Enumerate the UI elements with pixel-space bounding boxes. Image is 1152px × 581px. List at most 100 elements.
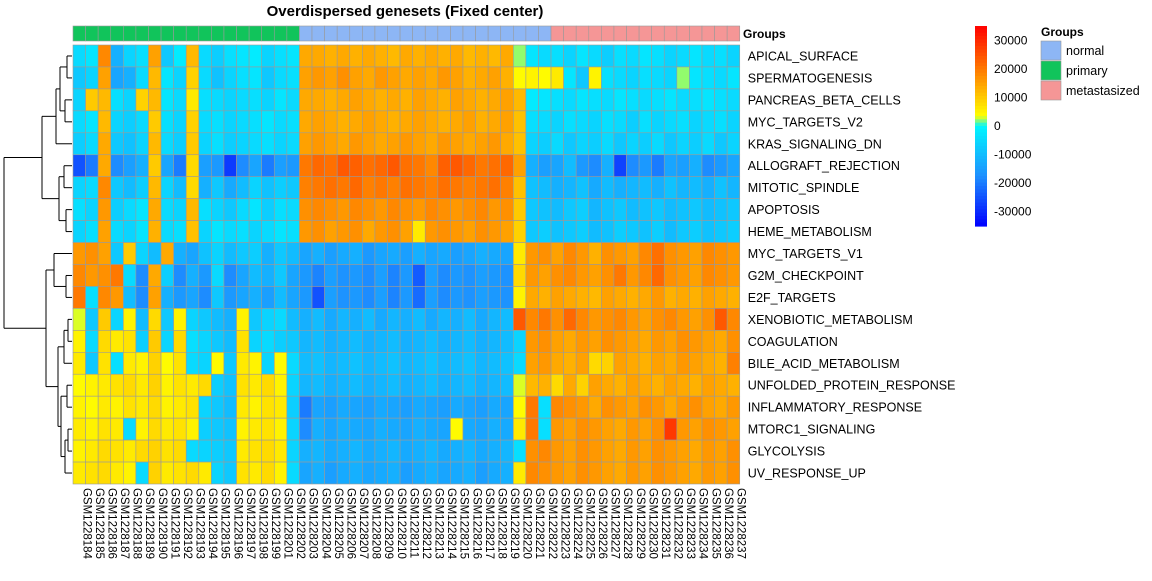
heatmap-cell — [173, 417, 187, 441]
heatmap-cell — [97, 220, 112, 243]
heatmap-cell — [500, 88, 514, 112]
annotation-cell — [563, 25, 577, 42]
heatmap-cell — [475, 351, 489, 375]
group-legend-swatch — [1040, 60, 1062, 81]
heatmap-cell — [261, 154, 275, 178]
heatmap-cell — [563, 220, 577, 243]
heatmap-cell — [248, 417, 262, 441]
heatmap-cell — [613, 351, 627, 375]
heatmap-cell — [550, 286, 564, 309]
heatmap-cell — [626, 110, 640, 134]
heatmap-cell — [588, 286, 602, 309]
heatmap-cell — [475, 330, 489, 353]
heatmap-cell — [437, 264, 451, 287]
heatmap-cell — [387, 286, 401, 309]
heatmap-cell — [273, 220, 288, 243]
heatmap-cell — [97, 154, 112, 178]
heatmap-cell — [601, 242, 615, 265]
heatmap-cell — [110, 373, 124, 397]
heatmap-cell — [563, 330, 577, 353]
heatmap-cell — [512, 395, 527, 419]
color-scale-swatch — [975, 36, 987, 40]
column-label: GSM1228189 — [143, 488, 155, 559]
heatmap-cell — [714, 439, 728, 463]
heatmap-cell — [563, 66, 577, 90]
heatmap-cell — [651, 132, 665, 156]
heatmap-cell — [374, 439, 388, 463]
heatmap-cell — [349, 110, 363, 134]
heatmap-cell — [185, 308, 200, 331]
heatmap-cell — [563, 154, 577, 178]
heatmap-cell — [689, 461, 703, 485]
annotation-cell — [450, 25, 464, 42]
heatmap-cell — [123, 439, 137, 463]
heatmap-cell — [349, 286, 363, 309]
heatmap-cell — [97, 308, 112, 331]
heatmap-cell — [437, 176, 451, 199]
color-scale-swatch — [975, 106, 987, 110]
heatmap-cell — [324, 220, 338, 243]
heatmap-cell — [437, 242, 451, 265]
heatmap-cell — [148, 220, 162, 243]
heatmap-cell — [412, 242, 426, 265]
heatmap-cell — [563, 198, 577, 221]
heatmap-cell — [613, 66, 627, 90]
heatmap-cell — [475, 373, 489, 397]
heatmap-cell — [148, 439, 162, 463]
heatmap-cell — [248, 351, 262, 375]
heatmap-cell — [412, 154, 426, 178]
heatmap-cell — [663, 308, 678, 331]
heatmap-cell — [273, 395, 288, 419]
heatmap-cell — [349, 132, 363, 156]
heatmap-cell — [324, 66, 338, 90]
heatmap-cell — [299, 461, 313, 485]
heatmap-cell — [160, 286, 174, 309]
heatmap-cell — [273, 154, 288, 178]
heatmap-cell — [85, 308, 99, 331]
heatmap-cell — [223, 88, 237, 112]
heatmap-cell — [550, 417, 564, 441]
heatmap-cell — [97, 176, 112, 199]
heatmap-cell — [450, 242, 464, 265]
heatmap-cell — [286, 154, 300, 178]
heatmap-cell — [663, 242, 678, 265]
heatmap-cell — [110, 44, 124, 68]
heatmap-cell — [512, 88, 527, 112]
heatmap-cell — [248, 110, 262, 134]
heatmap-cell — [223, 286, 237, 309]
heatmap-cell — [185, 198, 200, 221]
heatmap-cell — [286, 330, 300, 353]
heatmap-cell — [575, 176, 590, 199]
heatmap-cell — [550, 66, 564, 90]
heatmap-cell — [462, 373, 476, 397]
heatmap-cell — [575, 417, 590, 441]
heatmap-cell — [462, 330, 476, 353]
column-label: GSM1228222 — [546, 488, 558, 559]
heatmap-cell — [676, 132, 690, 156]
heatmap-cell — [638, 242, 652, 265]
heatmap-cell — [538, 395, 552, 419]
heatmap-cell — [487, 88, 502, 112]
heatmap-cell — [85, 88, 99, 112]
heatmap-cell — [72, 439, 86, 463]
heatmap-cell — [223, 439, 237, 463]
heatmap-cell — [450, 264, 464, 287]
heatmap-cell — [198, 198, 212, 221]
heatmap-cell — [198, 242, 212, 265]
heatmap-cell — [588, 88, 602, 112]
column-label: GSM1228211 — [407, 488, 419, 558]
heatmap-cell — [676, 439, 690, 463]
heatmap-cell — [110, 417, 124, 441]
column-label: GSM1228192 — [181, 488, 193, 559]
heatmap-cell — [538, 351, 552, 375]
heatmap-cell — [651, 439, 665, 463]
heatmap-cell — [97, 66, 112, 90]
heatmap-cell — [638, 286, 652, 309]
heatmap-cell — [663, 66, 678, 90]
annotation-cell — [324, 25, 338, 42]
heatmap-cell — [450, 154, 464, 178]
heatmap-cell — [613, 439, 627, 463]
heatmap-cell — [311, 461, 325, 485]
heatmap-cell — [362, 373, 376, 397]
heatmap-cell — [399, 44, 413, 68]
